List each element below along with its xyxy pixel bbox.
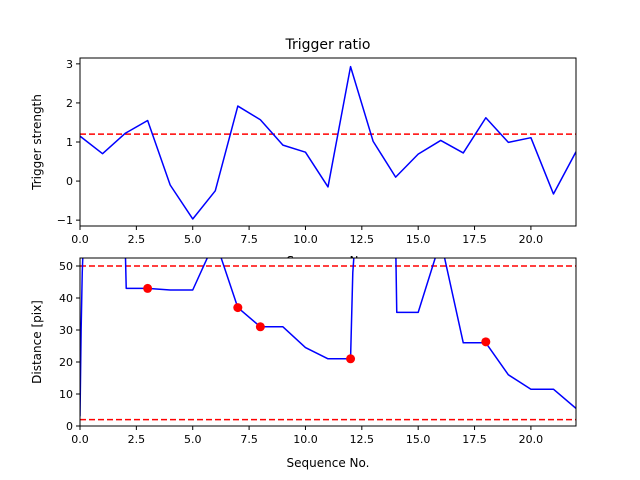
y-tick-label: 2 bbox=[66, 97, 73, 110]
axis-ticks: 0.0 2.5 5.0 7.5 10.0 12.5 15.0 17.5 20.0 −1 0 1 2 3 bbox=[57, 58, 543, 246]
x-tick-label: 20.0 bbox=[519, 233, 544, 246]
x-tick-label: 15.0 bbox=[406, 433, 431, 446]
y-tick-label: 1 bbox=[66, 136, 73, 149]
x-tick-label: 5.0 bbox=[184, 233, 202, 246]
x-tick-label: 7.5 bbox=[240, 433, 258, 446]
axes-frame bbox=[79, 257, 577, 427]
trigger-ratio-panel: Trigger ratio Trigger strength Sequence … bbox=[30, 37, 577, 268]
x-tick-label: 2.5 bbox=[128, 233, 146, 246]
x-tick-label: 15.0 bbox=[406, 233, 431, 246]
data-point bbox=[233, 303, 243, 313]
x-tick-label: 17.5 bbox=[462, 433, 487, 446]
y-tick-label: 0 bbox=[66, 175, 73, 188]
panel-background bbox=[80, 258, 576, 426]
y-tick-label: 10 bbox=[59, 388, 73, 401]
x-tick-label: 20.0 bbox=[519, 433, 544, 446]
reference-lines bbox=[80, 265, 576, 421]
data-point bbox=[143, 283, 153, 293]
axes-frame bbox=[79, 57, 577, 227]
x-tick-label: 5.0 bbox=[184, 433, 202, 446]
x-tick-label: 0.0 bbox=[71, 433, 89, 446]
series-line bbox=[80, 258, 576, 417]
data-point bbox=[481, 337, 491, 347]
y-tick-label: 50 bbox=[59, 260, 73, 273]
data-lines bbox=[80, 65, 576, 220]
y-axis-label: Trigger strength bbox=[30, 94, 44, 191]
x-tick-label: 12.5 bbox=[350, 233, 375, 246]
y-tick-label: −1 bbox=[57, 214, 73, 227]
y-tick-label: 0 bbox=[66, 420, 73, 433]
data-point bbox=[255, 322, 265, 332]
distance-panel: Distance [pix] Sequence No. 0.0 2.5 5.0 7.5… bbox=[30, 257, 577, 470]
x-tick-label: 10.0 bbox=[293, 233, 318, 246]
x-axis-label: Sequence No. bbox=[287, 456, 370, 470]
y-tick-label: 20 bbox=[59, 356, 73, 369]
data-point bbox=[346, 354, 356, 364]
y-tick-label: 40 bbox=[59, 292, 73, 305]
y-axis-label: Distance [pix] bbox=[30, 300, 44, 384]
y-tick-label: 3 bbox=[66, 58, 73, 71]
y-tick-label: 30 bbox=[59, 324, 73, 337]
data-markers bbox=[143, 283, 491, 364]
x-tick-label: 12.5 bbox=[350, 433, 375, 446]
x-tick-label: 10.0 bbox=[293, 433, 318, 446]
x-tick-label: 17.5 bbox=[462, 233, 487, 246]
axis-ticks: 0.0 2.5 5.0 7.5 10.0 12.5 15.0 17.5 20.0 0 10 20 30 4… bbox=[59, 260, 543, 446]
chart-title: Trigger ratio bbox=[284, 37, 370, 53]
data-lines bbox=[80, 258, 576, 417]
x-tick-label: 2.5 bbox=[128, 433, 146, 446]
x-tick-label: 7.5 bbox=[240, 233, 258, 246]
x-tick-label: 0.0 bbox=[71, 233, 89, 246]
series-line bbox=[80, 65, 576, 220]
